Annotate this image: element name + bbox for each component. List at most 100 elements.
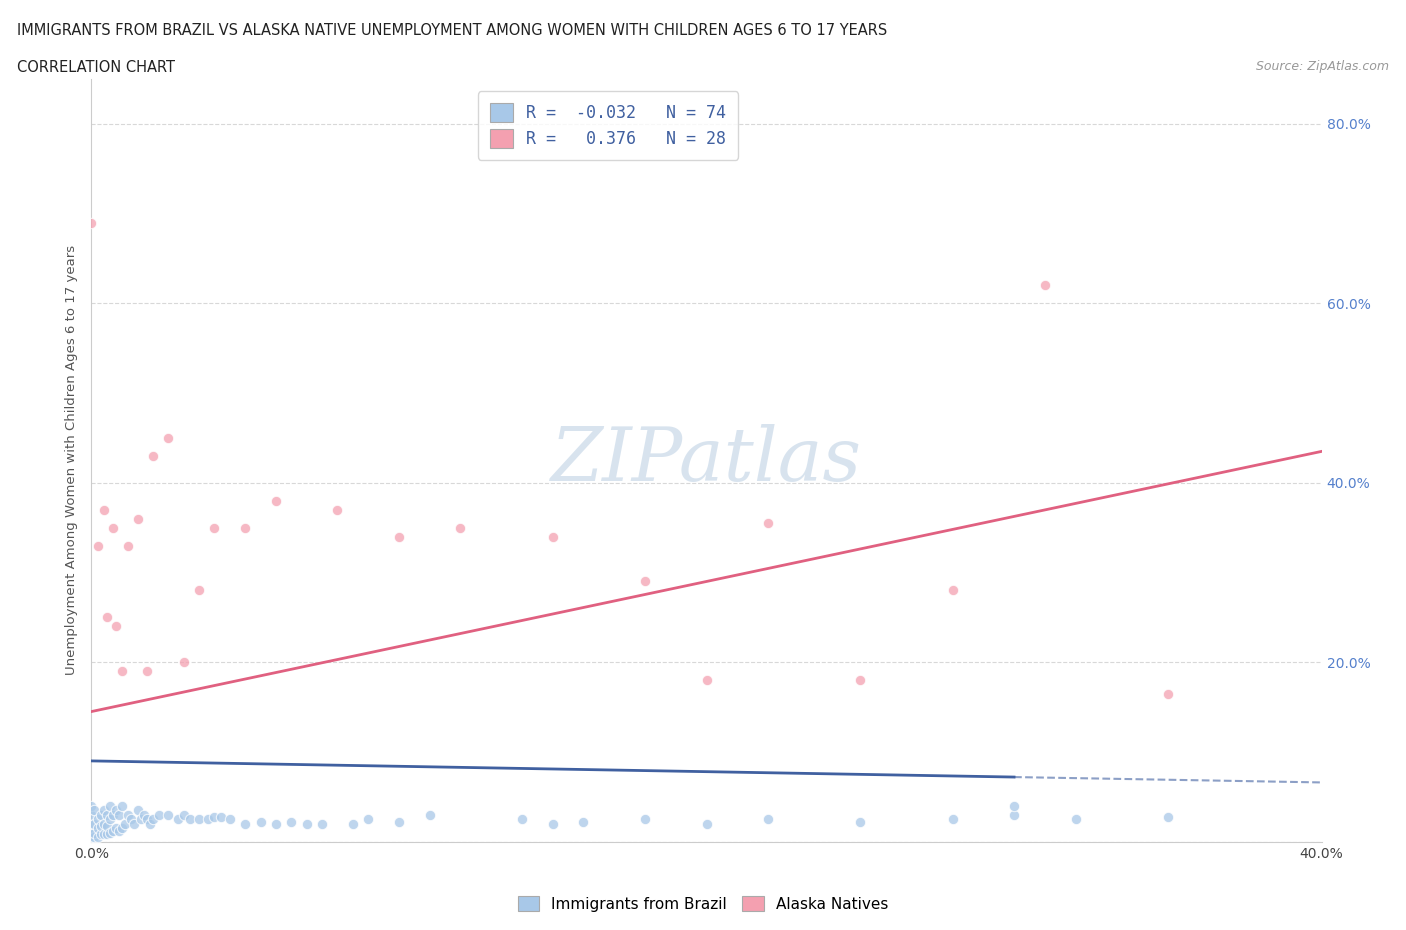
Point bbox=[127, 803, 149, 817]
Point bbox=[218, 812, 240, 827]
Point bbox=[101, 807, 124, 822]
Point bbox=[849, 672, 872, 687]
Point bbox=[357, 812, 380, 827]
Point bbox=[101, 823, 124, 838]
Point bbox=[1033, 278, 1056, 293]
Point bbox=[111, 798, 134, 813]
Point bbox=[96, 610, 118, 625]
Point bbox=[696, 817, 718, 831]
Legend: R =  -0.032   N = 74, R =   0.376   N = 28: R = -0.032 N = 74, R = 0.376 N = 28 bbox=[478, 91, 738, 160]
Point bbox=[80, 817, 103, 831]
Point bbox=[942, 812, 965, 827]
Point bbox=[96, 807, 118, 822]
Point bbox=[139, 817, 162, 831]
Point bbox=[1157, 809, 1180, 824]
Point bbox=[96, 818, 118, 833]
Point bbox=[80, 830, 103, 844]
Point bbox=[634, 574, 657, 589]
Point bbox=[135, 664, 157, 679]
Point bbox=[209, 809, 232, 824]
Point bbox=[157, 431, 180, 445]
Legend: Immigrants from Brazil, Alaska Natives: Immigrants from Brazil, Alaska Natives bbox=[512, 889, 894, 918]
Point bbox=[132, 807, 155, 822]
Point bbox=[849, 815, 872, 830]
Point bbox=[105, 803, 127, 817]
Point bbox=[179, 812, 201, 827]
Point bbox=[419, 807, 441, 822]
Point bbox=[188, 583, 211, 598]
Point bbox=[388, 815, 411, 830]
Point bbox=[114, 817, 136, 831]
Point bbox=[541, 529, 564, 544]
Point bbox=[80, 798, 103, 813]
Point bbox=[90, 807, 112, 822]
Point bbox=[166, 812, 188, 827]
Point bbox=[83, 825, 105, 840]
Point bbox=[295, 817, 318, 831]
Point bbox=[98, 798, 121, 813]
Point bbox=[86, 821, 108, 836]
Point bbox=[80, 215, 103, 230]
Point bbox=[233, 520, 256, 535]
Point bbox=[264, 493, 287, 508]
Point bbox=[696, 672, 718, 687]
Point bbox=[86, 812, 108, 827]
Point bbox=[120, 812, 142, 827]
Point bbox=[129, 812, 152, 827]
Point bbox=[117, 538, 139, 553]
Point bbox=[173, 655, 195, 670]
Point bbox=[1157, 686, 1180, 701]
Point bbox=[173, 807, 195, 822]
Point bbox=[188, 812, 211, 827]
Point bbox=[756, 516, 779, 531]
Point bbox=[124, 817, 146, 831]
Point bbox=[572, 815, 595, 830]
Point bbox=[90, 827, 112, 842]
Point bbox=[202, 809, 225, 824]
Point bbox=[93, 803, 115, 817]
Point bbox=[93, 502, 115, 517]
Point bbox=[101, 520, 124, 535]
Point bbox=[264, 817, 287, 831]
Point bbox=[90, 818, 112, 833]
Point bbox=[326, 502, 349, 517]
Point bbox=[111, 821, 134, 836]
Point bbox=[142, 448, 165, 463]
Point bbox=[1002, 798, 1025, 813]
Point bbox=[541, 817, 564, 831]
Point bbox=[93, 827, 115, 842]
Point bbox=[83, 830, 105, 844]
Point bbox=[135, 812, 157, 827]
Y-axis label: Unemployment Among Women with Children Ages 6 to 17 years: Unemployment Among Women with Children A… bbox=[65, 246, 79, 675]
Point bbox=[249, 815, 271, 830]
Text: ZIPatlas: ZIPatlas bbox=[551, 424, 862, 497]
Point bbox=[202, 520, 225, 535]
Point bbox=[108, 807, 131, 822]
Point bbox=[98, 812, 121, 827]
Point bbox=[86, 830, 108, 844]
Point bbox=[83, 817, 105, 831]
Point bbox=[756, 812, 779, 827]
Point bbox=[111, 664, 134, 679]
Point bbox=[96, 827, 118, 842]
Text: CORRELATION CHART: CORRELATION CHART bbox=[17, 60, 174, 75]
Point bbox=[157, 807, 180, 822]
Point bbox=[93, 817, 115, 831]
Point bbox=[105, 618, 127, 633]
Point bbox=[80, 807, 103, 822]
Point bbox=[98, 825, 121, 840]
Point bbox=[311, 817, 333, 831]
Point bbox=[86, 538, 108, 553]
Point bbox=[449, 520, 471, 535]
Point bbox=[148, 807, 170, 822]
Point bbox=[942, 583, 965, 598]
Point bbox=[127, 512, 149, 526]
Point bbox=[233, 817, 256, 831]
Point bbox=[105, 821, 127, 836]
Text: IMMIGRANTS FROM BRAZIL VS ALASKA NATIVE UNEMPLOYMENT AMONG WOMEN WITH CHILDREN A: IMMIGRANTS FROM BRAZIL VS ALASKA NATIVE … bbox=[17, 23, 887, 38]
Point bbox=[280, 815, 302, 830]
Point bbox=[80, 825, 103, 840]
Point bbox=[510, 812, 533, 827]
Point bbox=[342, 817, 364, 831]
Point bbox=[1002, 807, 1025, 822]
